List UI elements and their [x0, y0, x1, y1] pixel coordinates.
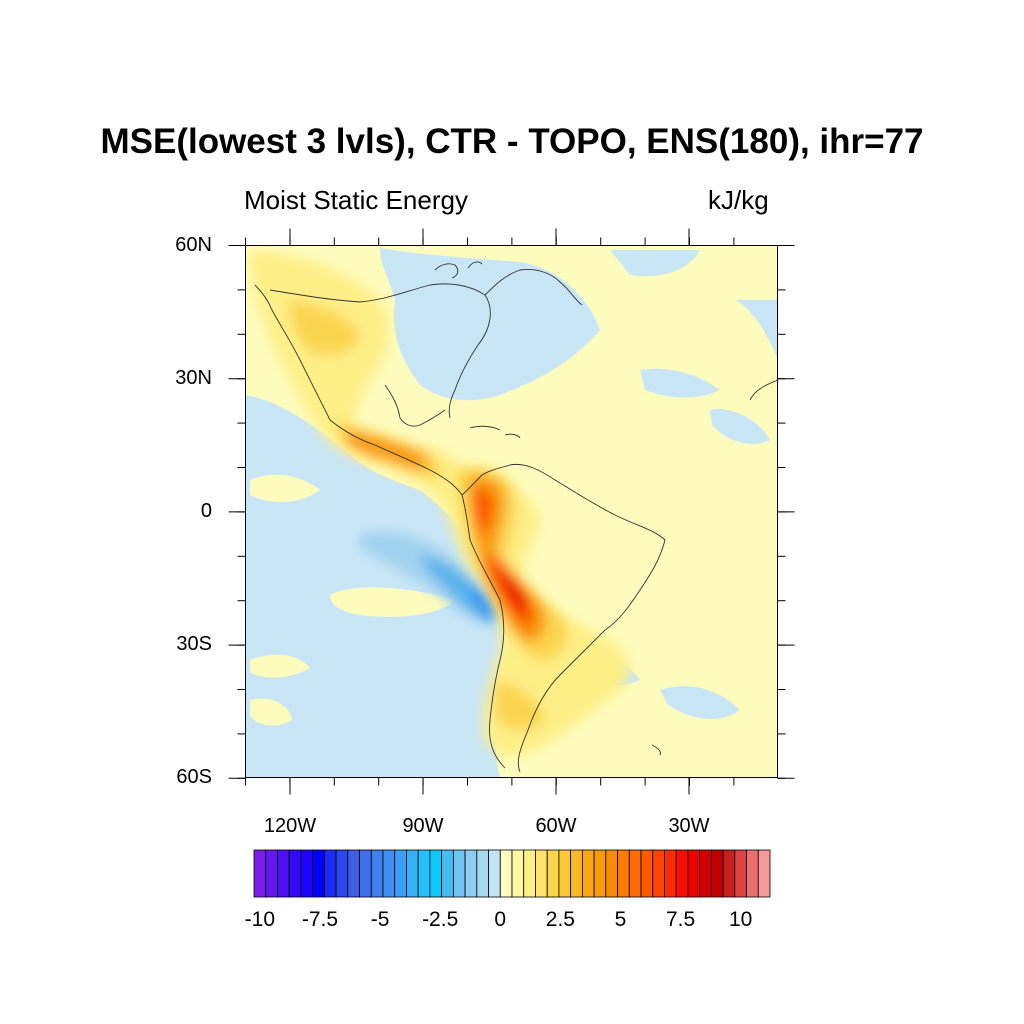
- colorbar-swatch: [581, 849, 595, 898]
- colorbar-swatch: [464, 849, 478, 898]
- lon-label-90w: 90W: [402, 815, 444, 837]
- colorbar-swatch: [312, 849, 325, 898]
- lon-label-120w: 120W: [263, 815, 317, 837]
- colorbar-swatch: [300, 849, 314, 898]
- colorbar-swatch: [558, 849, 572, 898]
- mse-difference-field: [245, 245, 778, 778]
- lon-label-30w: 30W: [668, 815, 710, 837]
- colorbar-tick-label: 0: [494, 908, 507, 931]
- lat-label-60n: 60N: [175, 234, 212, 256]
- colorbar-swatch: [288, 849, 302, 898]
- lat-label-60s: 60S: [176, 766, 212, 788]
- colorbar-swatch: [499, 849, 513, 898]
- colorbar-swatch: [710, 849, 724, 898]
- colorbar-tick-label: -2.5: [422, 908, 459, 931]
- colorbar-swatch: [640, 849, 654, 898]
- colorbar-swatch: [722, 849, 736, 898]
- colorbar-swatch: [452, 849, 466, 898]
- colorbar-swatch: [277, 849, 290, 898]
- colorbar-swatch: [687, 849, 701, 898]
- colorbar-swatch: [664, 849, 677, 898]
- colorbar-swatch: [652, 849, 665, 898]
- colorbar-swatch: [757, 849, 771, 898]
- colorbar-swatch: [593, 849, 607, 898]
- colorbar-tick-label: -5: [370, 908, 390, 931]
- lon-label-60w: 60W: [535, 815, 577, 837]
- colorbar-swatch: [347, 849, 360, 898]
- colorbar-tick-label: 10: [728, 908, 753, 931]
- colorbar-swatch: [265, 849, 278, 898]
- colorbar-swatch: [535, 849, 548, 898]
- colorbar-swatch: [476, 849, 489, 898]
- colorbar-swatch: [335, 849, 349, 898]
- variable-subtitle: Moist Static Energy: [244, 185, 468, 215]
- colorbar-tick-label: -7.5: [301, 908, 339, 931]
- colorbar-swatch: [382, 849, 396, 898]
- colorbar-swatch: [394, 849, 407, 898]
- colorbar: [253, 849, 771, 898]
- colorbar-swatch: [488, 849, 501, 898]
- colorbar-tick-label: 5: [614, 908, 627, 931]
- colorbar-swatch: [370, 849, 384, 898]
- colorbar-tick-label: -10: [244, 908, 276, 931]
- colorbar-swatch: [617, 849, 630, 898]
- colorbar-swatch: [323, 849, 337, 898]
- colorbar-swatch: [699, 849, 712, 898]
- colorbar-swatch: [511, 849, 525, 898]
- lat-label-30n: 30N: [175, 367, 212, 389]
- colorbar-swatch: [406, 849, 419, 898]
- colorbar-swatch: [628, 849, 642, 898]
- colorbar-swatch: [441, 849, 454, 898]
- units-subtitle: kJ/kg: [708, 185, 769, 215]
- coastlines: [254, 261, 778, 773]
- colorbar-swatch: [746, 849, 759, 898]
- colorbar-swatch: [429, 849, 443, 898]
- colorbar-swatch: [605, 849, 618, 898]
- lat-label-equator: 0: [200, 500, 212, 522]
- colorbar-swatch: [523, 849, 536, 898]
- plot-title: MSE(lowest 3 lvls), CTR - TOPO, ENS(180)…: [100, 122, 924, 161]
- map-frame: [228, 228, 795, 795]
- colorbar-swatch: [546, 849, 560, 898]
- colorbar-swatch: [417, 849, 431, 898]
- colorbar-swatch: [359, 849, 372, 898]
- colorbar-swatch: [675, 849, 689, 898]
- colorbar-swatch: [253, 849, 267, 898]
- colorbar-swatch: [734, 849, 747, 898]
- colorbar-tick-label: 2.5: [545, 908, 575, 931]
- lat-label-30s: 30S: [176, 633, 212, 655]
- colorbar-tick-label: 7.5: [665, 908, 696, 931]
- colorbar-swatch: [570, 849, 583, 898]
